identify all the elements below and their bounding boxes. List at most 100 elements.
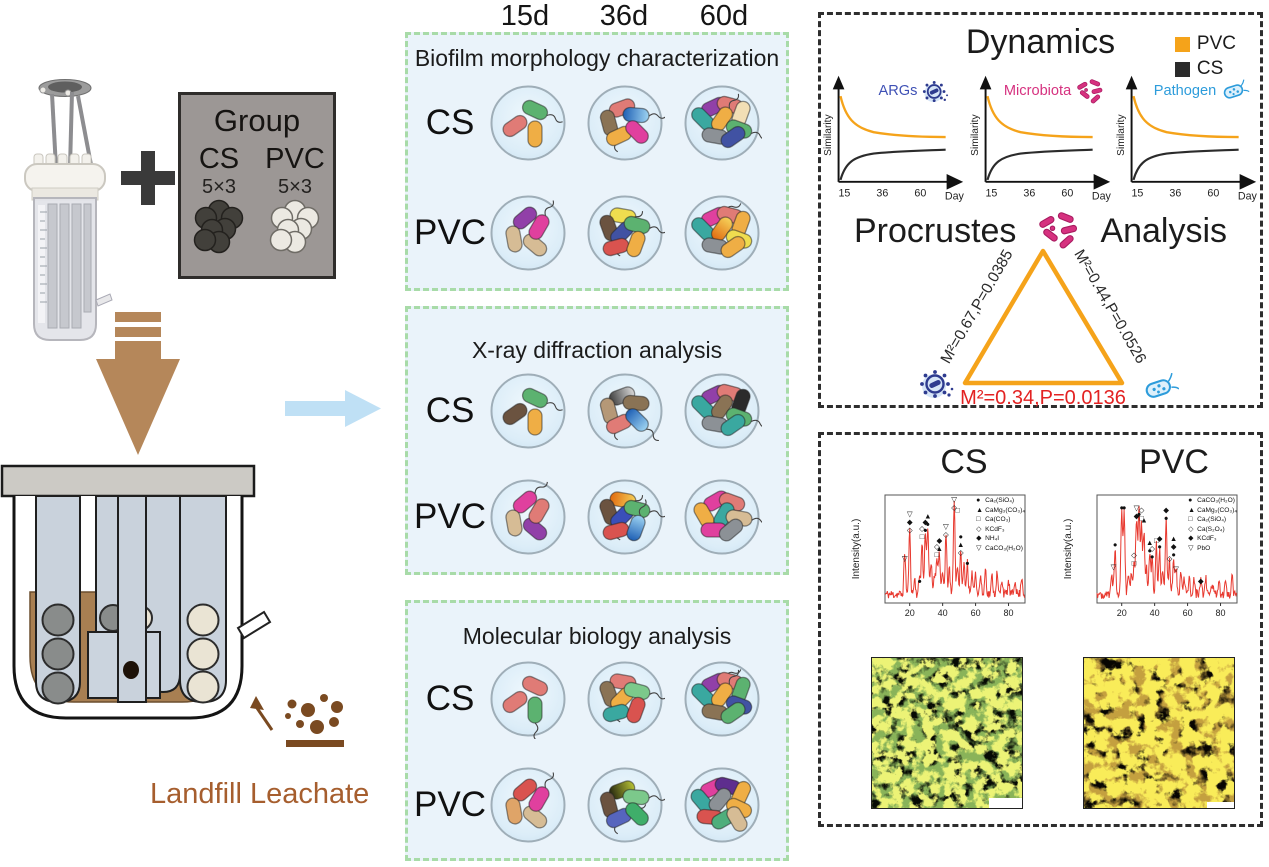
svg-text:20: 20 <box>1117 608 1127 618</box>
svg-text:80: 80 <box>1004 608 1014 618</box>
pvc-row: PVC <box>408 759 786 851</box>
panel-title: Molecular biology analysis <box>462 623 732 649</box>
panel-xrd-analysis: X-ray diffraction analysis CS PVC <box>405 306 789 575</box>
svg-text:□: □ <box>1132 558 1137 567</box>
bioreactor-3d-illustration <box>24 79 113 341</box>
svg-text:□: □ <box>920 532 925 541</box>
svg-text:◇: ◇ <box>1167 554 1174 563</box>
args-icon <box>918 368 954 400</box>
row-label-pvc: PVC <box>414 785 486 824</box>
dish-row <box>488 765 762 845</box>
svg-text:◇: ◇ <box>1139 505 1146 514</box>
svg-text:◇: ◇ <box>934 542 941 551</box>
group-pvc-label: PVC <box>265 143 325 175</box>
panel-molecular-biology: Molecular biology analysis CS PVC <box>405 600 789 861</box>
svg-text:▲: ▲ <box>924 512 931 521</box>
plus-icon <box>121 151 175 205</box>
svg-text:▽: ▽ <box>1134 503 1141 512</box>
petri-dish <box>490 479 566 555</box>
svg-text:M²=0.67,P=0.0385: M²=0.67,P=0.0385 <box>939 247 1017 367</box>
svg-text:▽: ▽ <box>951 495 958 504</box>
svg-text:Intensity(a.u.): Intensity(a.u.) <box>1063 519 1074 580</box>
svg-text:●: ● <box>1157 542 1162 551</box>
xrd-pvc-title: PVC <box>1139 443 1209 481</box>
svg-text:◇: ◇ <box>907 526 914 535</box>
group-pvc-count: 5×3 <box>278 176 312 198</box>
svg-text:Similarity: Similarity <box>823 113 834 155</box>
pvc-biofilm-micrograph <box>1083 657 1235 809</box>
leachate-label: Landfill Leachate <box>150 778 370 810</box>
petri-dish <box>587 195 665 271</box>
svg-text:Day: Day <box>945 190 965 202</box>
svg-text:□: □ <box>1154 536 1159 545</box>
args-icon <box>921 80 949 104</box>
svg-text:□: □ <box>955 505 960 514</box>
timepoint-15d: 15d <box>500 0 550 32</box>
petri-dish <box>587 661 665 737</box>
procrustes-title-left: Procrustes <box>853 211 1017 250</box>
petri-dish <box>684 85 762 161</box>
svg-text:◆: ◆ <box>1134 511 1141 520</box>
svg-text:▽: ▽ <box>902 554 909 563</box>
svg-text:◆: ◆ <box>1171 542 1178 551</box>
svg-text:●: ● <box>923 526 928 535</box>
pathogen-icon <box>1142 371 1179 400</box>
petri-dish <box>490 661 566 739</box>
dynamics-chart-microbiota: Similarity 15 36 60 Day Microbiota <box>970 75 1111 202</box>
group-cs-label: CS <box>198 143 240 175</box>
svg-text:●: ● <box>1119 503 1124 512</box>
dynamics-legend: PVC CS <box>1174 33 1236 83</box>
svg-text:◆: ◆ <box>922 518 929 527</box>
svg-text:◆: ◆ <box>907 518 914 527</box>
svg-text:●: ● <box>958 532 963 541</box>
group-cs-count: 5×3 <box>202 176 236 198</box>
dish-row <box>488 659 762 739</box>
svg-text:60: 60 <box>914 187 926 199</box>
pvc-row: PVC <box>408 471 786 563</box>
panel-dynamics-procrustes: Dynamics PVC CS Similarity 15 36 <box>818 12 1263 409</box>
petri-dish <box>587 373 663 449</box>
row-label-pvc: PVC <box>414 213 486 252</box>
svg-text:60: 60 <box>971 608 981 618</box>
xrd-cs-title: CS <box>940 443 988 481</box>
svg-text:60: 60 <box>1183 608 1193 618</box>
svg-text:▲: ▲ <box>1146 538 1153 547</box>
svg-text:◇: ◇ <box>919 524 926 533</box>
xrd-chart: 20 40 60 80▽●●●□◇◆▽●□◇▲●▲●◇□●◆●◆◇●◆▲▽◆Inten… <box>1063 494 1238 618</box>
svg-text:40: 40 <box>1150 608 1160 618</box>
svg-text:36: 36 <box>1169 187 1181 199</box>
svg-text:◆: ◆ <box>1157 534 1164 543</box>
timepoint-60d: 60d <box>699 0 749 32</box>
svg-text:●: ● <box>1150 552 1155 561</box>
svg-text:15: 15 <box>838 187 850 199</box>
svg-text:◇: ◇ <box>958 548 965 557</box>
legend-item-cs: CS <box>1174 58 1236 80</box>
svg-text:◇: ◇ <box>1149 544 1156 553</box>
svg-text:◇: ◇ <box>943 530 950 539</box>
svg-text:20: 20 <box>905 608 915 618</box>
svg-text:Similarity: Similarity <box>970 113 981 155</box>
xrd-legend: ● Ca₂(SiO₄) ▲ CaMg₃(CO₃)₄ □ Ca(CO₃) ◇ KCdF₃ ◆ NH₄… <box>976 497 1025 552</box>
svg-text:Microbiota: Microbiota <box>1003 83 1071 99</box>
xrd-plot-pvc: 20 40 60 80 ▽ ● ● ● □ ◇ ◆ ▽ ● □ ◇ ▲ ● ▲ ● ◇ □ ● ◆ ● ◆ ◇ ● ◆ ▲ ▽ ◆ Inten… <box>1061 485 1243 635</box>
svg-text:15: 15 <box>985 187 997 199</box>
svg-text:▲: ▲ <box>1140 515 1147 524</box>
svg-text:▽: ▽ <box>943 522 950 531</box>
petri-dish <box>684 195 760 271</box>
svg-text:ARGs: ARGs <box>878 83 917 99</box>
svg-text:Intensity(a.u.): Intensity(a.u.) <box>851 519 862 580</box>
svg-text:▲: ▲ <box>957 540 964 549</box>
petri-dish <box>490 767 566 843</box>
xrd-plot-cs: 20 40 60 80 ▽ ◇ ◆ ▽ ● □ ◇ ● ◆ ● ▲ □ ◇ ▲ ◆ ◇ ▽ ◇ ▽ □ ◇ ▲ ● ● Intensit… <box>849 485 1031 635</box>
dish-row <box>488 193 762 273</box>
svg-text:40: 40 <box>938 608 948 618</box>
svg-text:60: 60 <box>1207 187 1219 199</box>
svg-text:▽: ▽ <box>1111 562 1118 571</box>
cs-biofilm-micrograph <box>871 657 1023 809</box>
dynamics-title: Dynamics <box>965 23 1116 61</box>
legend-pvc-label: PVC <box>1196 33 1236 54</box>
microbiota-icon <box>1076 78 1103 105</box>
group-title: Group <box>213 103 301 138</box>
svg-text:▽: ▽ <box>907 510 914 519</box>
petri-dish <box>684 373 762 449</box>
